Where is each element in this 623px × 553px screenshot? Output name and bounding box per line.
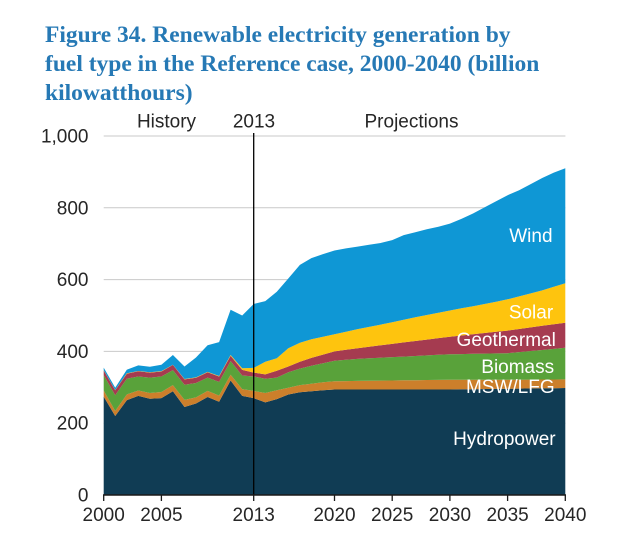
- svg-text:2000: 2000: [83, 505, 125, 526]
- svg-text:2035: 2035: [486, 505, 528, 526]
- svg-text:800: 800: [57, 198, 89, 219]
- svg-text:Projections: Projections: [365, 112, 459, 133]
- svg-text:Wind: Wind: [509, 226, 552, 247]
- svg-text:2040: 2040: [544, 505, 586, 526]
- svg-text:History: History: [137, 112, 197, 133]
- svg-text:MSW/LFG: MSW/LFG: [466, 377, 555, 398]
- svg-text:2013: 2013: [233, 112, 275, 133]
- svg-text:2025: 2025: [371, 505, 413, 526]
- svg-text:400: 400: [57, 342, 89, 363]
- svg-text:2030: 2030: [429, 505, 471, 526]
- svg-text:2020: 2020: [313, 505, 355, 526]
- svg-text:Hydropower: Hydropower: [453, 429, 556, 450]
- svg-text:200: 200: [57, 414, 89, 435]
- svg-text:600: 600: [57, 270, 89, 291]
- svg-text:Geothermal: Geothermal: [457, 330, 556, 351]
- svg-text:1,000: 1,000: [41, 127, 89, 148]
- svg-text:Biomass: Biomass: [481, 357, 554, 378]
- svg-text:2005: 2005: [140, 505, 182, 526]
- svg-text:2013: 2013: [233, 505, 275, 526]
- svg-text:0: 0: [78, 486, 89, 507]
- svg-text:Solar: Solar: [509, 303, 554, 324]
